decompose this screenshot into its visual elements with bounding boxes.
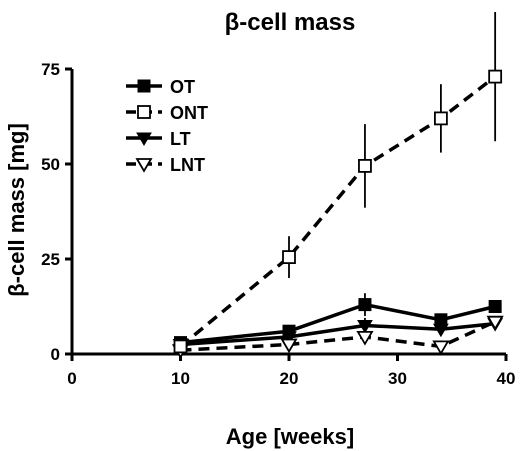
x-tick-label: 40 [497, 369, 516, 388]
data-point [432, 340, 450, 356]
x-axis-label: Age [weeks] [226, 424, 354, 449]
legend: OT ONT LT LNT [126, 77, 208, 175]
x-tick-label: 30 [388, 369, 407, 388]
data-point [173, 339, 188, 354]
legend-marker [137, 79, 151, 93]
y-tick-label: 25 [41, 250, 60, 269]
data-point [434, 313, 448, 327]
chart-title: β-cell mass [225, 9, 356, 36]
data-point [433, 111, 448, 126]
legend-item-ot: OT [126, 77, 195, 97]
y-tick-label: 50 [41, 155, 60, 174]
data-point [488, 69, 503, 84]
legend-marker [137, 105, 151, 119]
legend-label: ONT [170, 103, 208, 123]
data-point [488, 300, 502, 313]
data-point [282, 324, 296, 338]
x-tick-label: 0 [67, 369, 76, 388]
legend-marker [136, 132, 152, 146]
y-tick-label: 0 [51, 345, 60, 364]
data-point [356, 330, 374, 346]
data-point [280, 338, 298, 354]
legend-item-ont: ONT [126, 103, 208, 123]
data-point [357, 320, 373, 334]
axes: 0 10 20 30 40 0 25 50 75 [41, 60, 515, 388]
x-tick-label: 20 [280, 369, 299, 388]
legend-item-lnt: LNT [126, 155, 205, 175]
y-axis-label: β-cell mass [mg] [4, 123, 29, 297]
data-point [486, 315, 504, 331]
legend-label: LT [170, 129, 191, 149]
data-point [358, 298, 372, 312]
legend-label: LNT [170, 155, 205, 175]
legend-item-lt: LT [126, 129, 191, 149]
series-line [180, 302, 496, 345]
series-line [179, 75, 497, 348]
y-tick-label: 75 [41, 60, 60, 79]
legend-label: OT [170, 77, 195, 97]
legend-marker [135, 158, 153, 173]
x-tick-label: 10 [171, 369, 190, 388]
series-layer [171, 12, 504, 359]
data-point [358, 158, 372, 173]
series-ont [173, 12, 503, 354]
data-point [282, 250, 296, 265]
